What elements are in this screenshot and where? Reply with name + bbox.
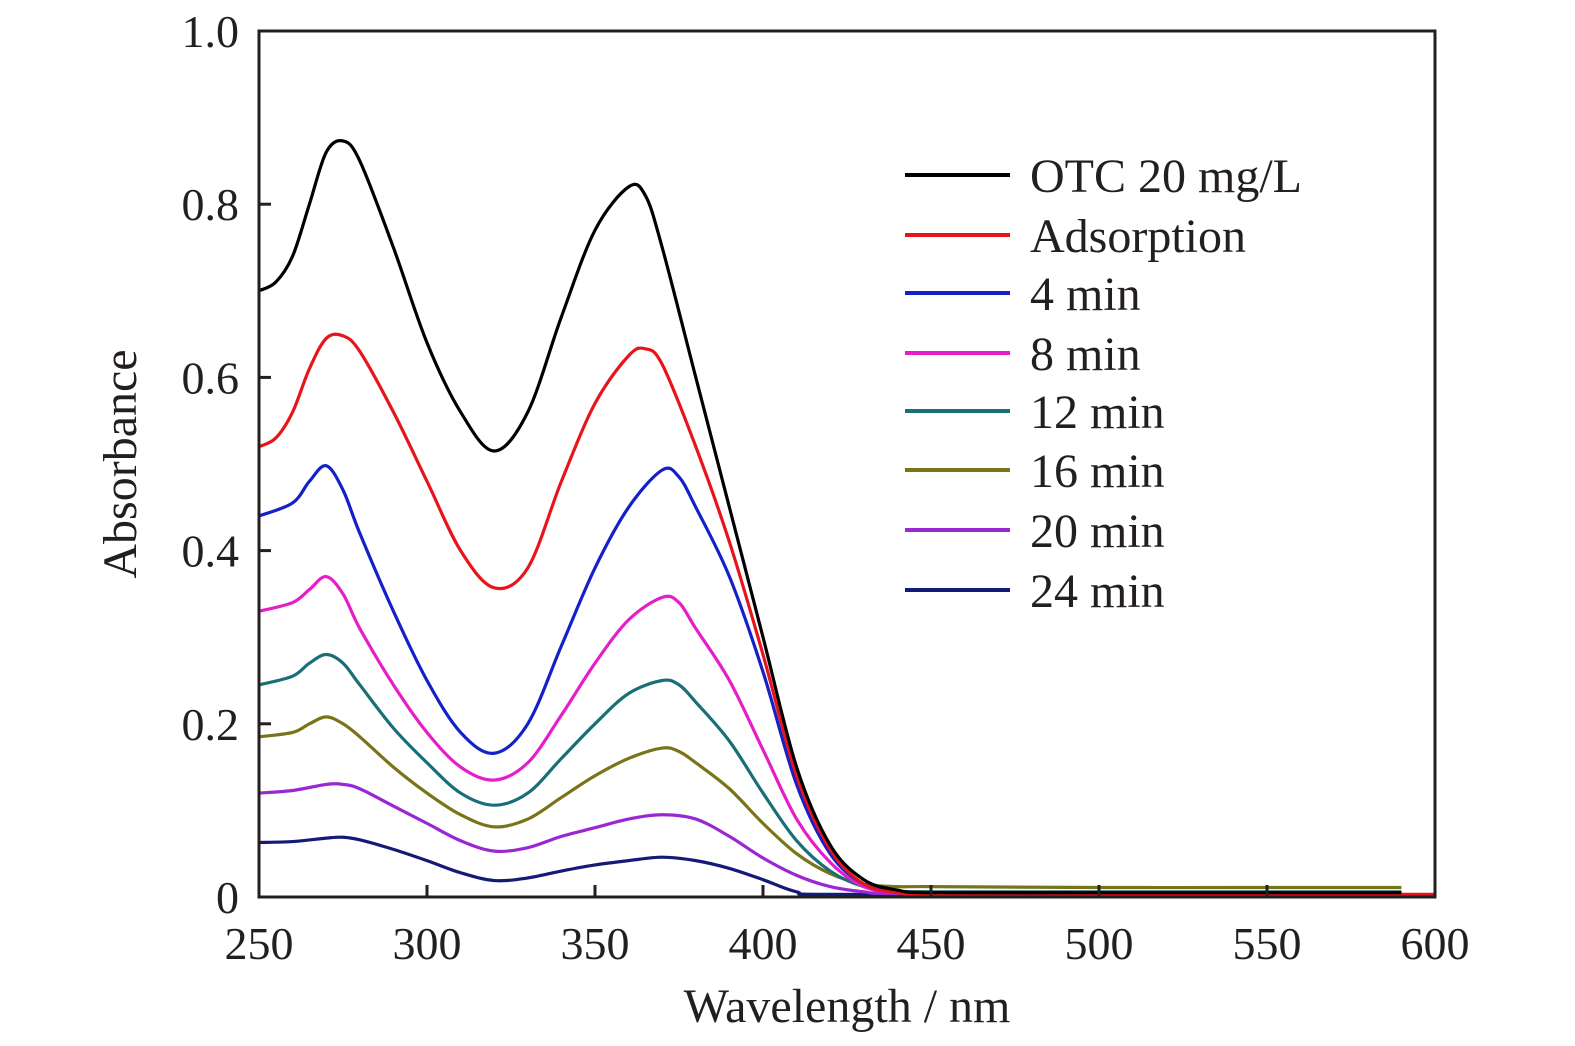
x-tick-label: 400: [729, 918, 798, 969]
y-tick-label: 0.2: [182, 699, 240, 750]
x-tick-label: 600: [1401, 918, 1470, 969]
x-tick-label: 500: [1065, 918, 1134, 969]
y-tick-label: 0.6: [182, 352, 240, 403]
x-tick-label: 250: [225, 918, 294, 969]
series-line-6: [258, 782, 1402, 896]
legend-label: OTC 20 mg/L: [1030, 150, 1302, 203]
series-line-5: [258, 715, 1402, 890]
y-tick-label: 0: [216, 872, 239, 923]
x-tick-label: 450: [897, 918, 966, 969]
x-axis-label: Wavelength / nm: [684, 980, 1011, 1033]
series-line-7: [258, 835, 1402, 897]
legend-label: Adsorption: [1030, 210, 1246, 263]
series-line-0: [258, 139, 1402, 895]
series-line-2: [258, 464, 1402, 895]
x-tick-label: 550: [1233, 918, 1302, 969]
plot-frame: [257, 29, 1437, 899]
series-layer: [258, 139, 1435, 897]
legend-label: 20 min: [1030, 505, 1165, 558]
x-tick-label: 350: [561, 918, 630, 969]
y-tick-label: 1.0: [182, 6, 240, 57]
y-tick-label: 0.4: [182, 526, 240, 577]
y-axis-label: Absorbance: [94, 349, 147, 578]
series-line-1: [258, 332, 1435, 897]
y-tick-label: 0.8: [182, 179, 240, 230]
legend-label: 24 min: [1030, 565, 1165, 618]
ticks-layer: 250 300 350 400 450 500 550 600 0 0.2 0.4 0.6 0.8 1.0: [182, 6, 1470, 969]
legend-label: 12 min: [1030, 386, 1165, 439]
legend-label: 16 min: [1030, 445, 1165, 498]
x-tick-label: 300: [393, 918, 462, 969]
legend-label: 8 min: [1030, 328, 1141, 381]
legend-label: 4 min: [1030, 268, 1141, 321]
